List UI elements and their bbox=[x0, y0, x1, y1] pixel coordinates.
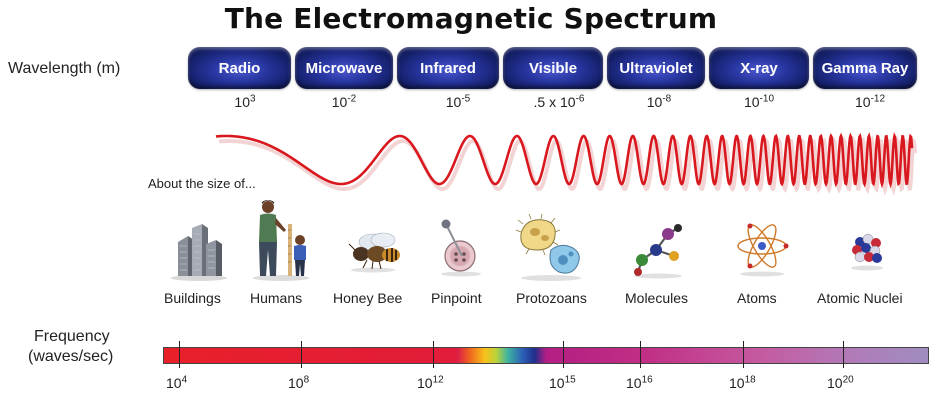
band-infrared: Infrared bbox=[397, 47, 499, 89]
wavelength-value: 10-8 bbox=[629, 94, 689, 110]
frequency-tick bbox=[179, 341, 180, 368]
band-label: Ultraviolet bbox=[619, 59, 693, 77]
frequency-tick bbox=[743, 341, 744, 368]
value-base: 10 bbox=[234, 94, 250, 110]
value-base: 10 bbox=[854, 94, 871, 110]
buildings-icon bbox=[171, 224, 227, 281]
value-exponent: 20 bbox=[842, 374, 854, 386]
object-label: Pinpoint bbox=[431, 290, 482, 306]
wavelength-value: 10-10 bbox=[727, 94, 791, 110]
frequency-value: 1018 bbox=[729, 375, 756, 391]
value-exponent: 3 bbox=[250, 93, 256, 105]
wavelength-label: Wavelength (m) bbox=[8, 60, 121, 77]
value-exponent: -6 bbox=[575, 93, 585, 105]
diagram-title: The Electromagnetic Spectrum bbox=[224, 2, 718, 35]
value-base: 10 bbox=[417, 375, 433, 391]
value-exponent: 16 bbox=[641, 374, 653, 386]
value-base: 10 bbox=[445, 94, 462, 110]
protozoans-icon bbox=[515, 214, 581, 281]
frequency-value: 1015 bbox=[549, 375, 576, 391]
value-base: 10 bbox=[626, 375, 642, 391]
band-radio: Radio bbox=[188, 47, 291, 89]
value-exponent: 18 bbox=[744, 374, 756, 386]
frequency-value: 1020 bbox=[827, 375, 854, 391]
band-xray: X-ray bbox=[709, 47, 809, 89]
frequency-tick bbox=[640, 341, 641, 368]
value-exponent: -10 bbox=[759, 93, 775, 105]
value-base: 10 bbox=[331, 94, 348, 110]
band-label: Radio bbox=[218, 59, 261, 77]
pinpoint-icon bbox=[441, 219, 481, 277]
band-microwave: Microwave bbox=[295, 47, 393, 89]
value-base: 10 bbox=[288, 375, 304, 391]
frequency-tick bbox=[843, 341, 844, 368]
wavelength-value: 10-5 bbox=[428, 94, 488, 110]
object-label: Atoms bbox=[737, 290, 777, 306]
object-label: Atomic Nuclei bbox=[817, 290, 903, 306]
value-exponent: -5 bbox=[461, 93, 471, 105]
frequency-value: 1012 bbox=[417, 375, 444, 391]
band-label: X-ray bbox=[740, 59, 778, 77]
object-label: Buildings bbox=[164, 290, 221, 306]
value-base: .5 x 10 bbox=[533, 94, 576, 110]
value-exponent: 8 bbox=[303, 374, 310, 386]
frequency-value: 104 bbox=[166, 375, 187, 391]
band-label: Infrared bbox=[420, 59, 476, 77]
frequency-label: Frequency (waves/sec) bbox=[8, 327, 113, 367]
value-exponent: -8 bbox=[662, 93, 672, 105]
band-ultraviolet: Ultraviolet bbox=[607, 47, 705, 89]
wavelength-value: 10-12 bbox=[838, 94, 902, 110]
band-label: Visible bbox=[528, 59, 578, 77]
object-label: Humans bbox=[250, 290, 303, 306]
band-label: Gamma Ray bbox=[821, 59, 909, 77]
wavelength-value: 103 bbox=[215, 94, 275, 110]
value-exponent: 12 bbox=[432, 374, 444, 386]
humans-icon bbox=[253, 200, 309, 281]
wave-illustration bbox=[215, 132, 917, 196]
about-size-label: About the size of... bbox=[148, 176, 256, 191]
value-exponent: -2 bbox=[347, 93, 357, 105]
object-label: Molecules bbox=[625, 290, 689, 306]
frequency-value: 1016 bbox=[626, 375, 653, 391]
band-label: Microwave bbox=[305, 59, 383, 77]
value-exponent: 4 bbox=[181, 374, 188, 386]
frequency-tick bbox=[433, 341, 434, 368]
atomic-nucleus-icon bbox=[851, 233, 883, 271]
value-base: 10 bbox=[549, 375, 565, 391]
band-gamma-ray: Gamma Ray bbox=[813, 47, 917, 89]
frequency-tick bbox=[301, 341, 302, 368]
frequency-value: 108 bbox=[288, 375, 309, 391]
object-label: Protozoans bbox=[516, 290, 587, 306]
wave-shadow bbox=[218, 135, 917, 196]
value-base: 10 bbox=[166, 375, 182, 391]
honey-bee-icon bbox=[348, 232, 400, 273]
frequency-label-line2: (waves/sec) bbox=[28, 348, 114, 365]
molecules-icon bbox=[634, 224, 682, 279]
wavelength-value: .5 x 10-6 bbox=[514, 94, 604, 110]
value-base: 10 bbox=[743, 94, 760, 110]
wavelength-value: 10-2 bbox=[314, 94, 374, 110]
frequency-label-line1: Frequency bbox=[34, 328, 110, 345]
value-exponent: 15 bbox=[564, 374, 576, 386]
frequency-gradient-bar bbox=[163, 347, 929, 364]
value-base: 10 bbox=[827, 375, 843, 391]
value-base: 10 bbox=[646, 94, 663, 110]
value-exponent: -12 bbox=[870, 93, 886, 105]
atom-icon bbox=[737, 223, 789, 277]
value-base: 10 bbox=[729, 375, 745, 391]
frequency-tick bbox=[563, 341, 564, 368]
band-visible: Visible bbox=[503, 47, 603, 89]
object-label: Honey Bee bbox=[333, 290, 403, 306]
wave-line bbox=[215, 132, 914, 189]
